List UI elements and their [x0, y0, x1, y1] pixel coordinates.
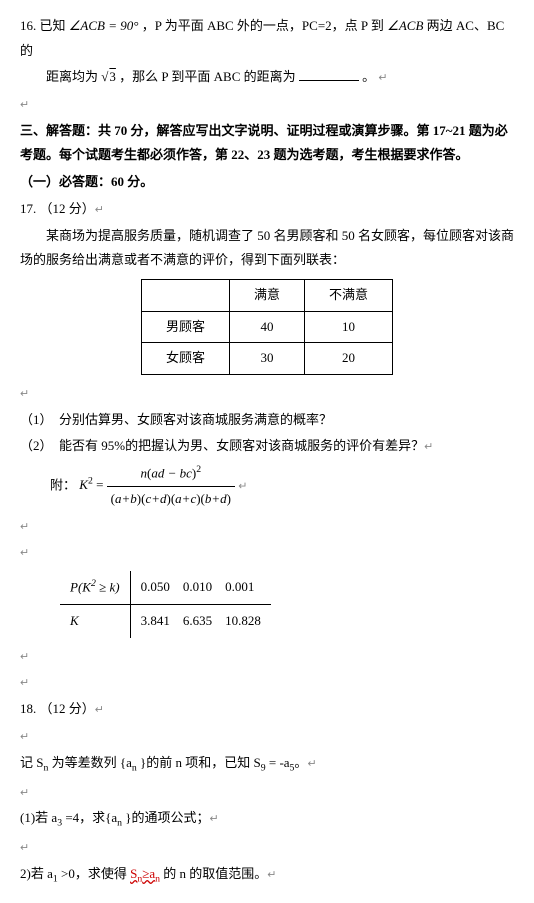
wavy-underline: Sn≥an — [130, 866, 160, 881]
q18-p2: 2)若 a1 >0，求使得 Sn≥an 的 n 的取值范围。↵ — [20, 862, 514, 889]
q17-table: 满意 不满意 男顾客 40 10 女顾客 30 20 — [141, 279, 393, 375]
row-female: 女顾客 — [141, 343, 229, 375]
q17-body: 某商场为提高服务质量，随机调查了 50 名男顾客和 50 名女顾客，每位顾客对该… — [20, 224, 514, 273]
empty-line: ↵ — [20, 724, 514, 749]
empty-line: ↵ — [20, 644, 514, 669]
pk-header: P(K2 ≥ k) — [60, 571, 130, 605]
q17-pts: （12 分） — [40, 201, 95, 216]
q17-p1: （1） 分别估算男、女顾客对该商城服务满意的概率？ — [20, 408, 514, 433]
col-unsatisfied: 不满意 — [305, 279, 393, 311]
q18-pts: （12 分） — [40, 701, 95, 716]
empty-line: ↵ — [20, 670, 514, 695]
q18-num: 18. — [20, 701, 36, 716]
q16-line2: 距离均为 √3 ，那么 P 到平面 ABC 的距离为 。 ↵ — [20, 65, 514, 90]
table-row: K 3.841 6.635 10.828 — [60, 605, 271, 638]
col-satisfied: 满意 — [229, 279, 304, 311]
angle-acb2: ∠ACB — [387, 18, 423, 33]
q18-header: 18. （12 分）↵ — [20, 697, 514, 722]
angle-acb: ∠ACB = 90° — [69, 18, 139, 33]
sqrt3: √3 — [101, 69, 116, 84]
table-row: 满意 不满意 — [141, 279, 392, 311]
section3-sub: （一）必答题：60 分。 — [20, 170, 514, 195]
table-row: 女顾客 30 20 — [141, 343, 392, 375]
k2-formula: K2 = n(ad − bc)2 (a+b)(c+d)(a+c)(b+d) — [79, 477, 238, 492]
q18-p1: (1)若 a3 =4，求{an }的通项公式；↵ — [20, 806, 514, 833]
empty-line: ↵ — [20, 92, 514, 117]
empty-line: ↵ — [20, 381, 514, 406]
return-mark: ↵ — [378, 72, 387, 84]
answer-blank — [299, 69, 359, 82]
q17-header: 17. （12 分）↵ — [20, 197, 514, 222]
q16-num: 16. — [20, 18, 36, 33]
table-row: P(K2 ≥ k) 0.050 0.010 0.001 — [60, 571, 271, 605]
row-male: 男顾客 — [141, 311, 229, 343]
q17-attach: 附： K2 = n(ad − bc)2 (a+b)(c+d)(a+c)(b+d)… — [20, 461, 514, 512]
table-row: 男顾客 40 10 — [141, 311, 392, 343]
q16-line1: 16. 已知 ∠ACB = 90° ，P 为平面 ABC 外的一点，PC=2，点… — [20, 14, 514, 63]
q17-p2: （2） 能否有 95%的把握认为男、女顾客对该商城服务的评价有差异？↵ — [20, 434, 514, 459]
section3-title: 三、解答题：共 70 分，解答应写出文字说明、证明过程或演算步骤。第 17~21… — [20, 119, 514, 168]
empty-line: ↵ — [20, 540, 514, 565]
q18-body: 记 Sn 为等差数列 {an }的前 n 项和，已知 S9 = -a5。↵ — [20, 751, 514, 778]
k-label: K — [60, 605, 130, 638]
empty-line: ↵ — [20, 835, 514, 860]
q17-num: 17. — [20, 201, 36, 216]
pk-table: P(K2 ≥ k) 0.050 0.010 0.001 K 3.841 6.63… — [60, 571, 271, 638]
empty-line: ↵ — [20, 514, 514, 539]
empty-line: ↵ — [20, 780, 514, 805]
